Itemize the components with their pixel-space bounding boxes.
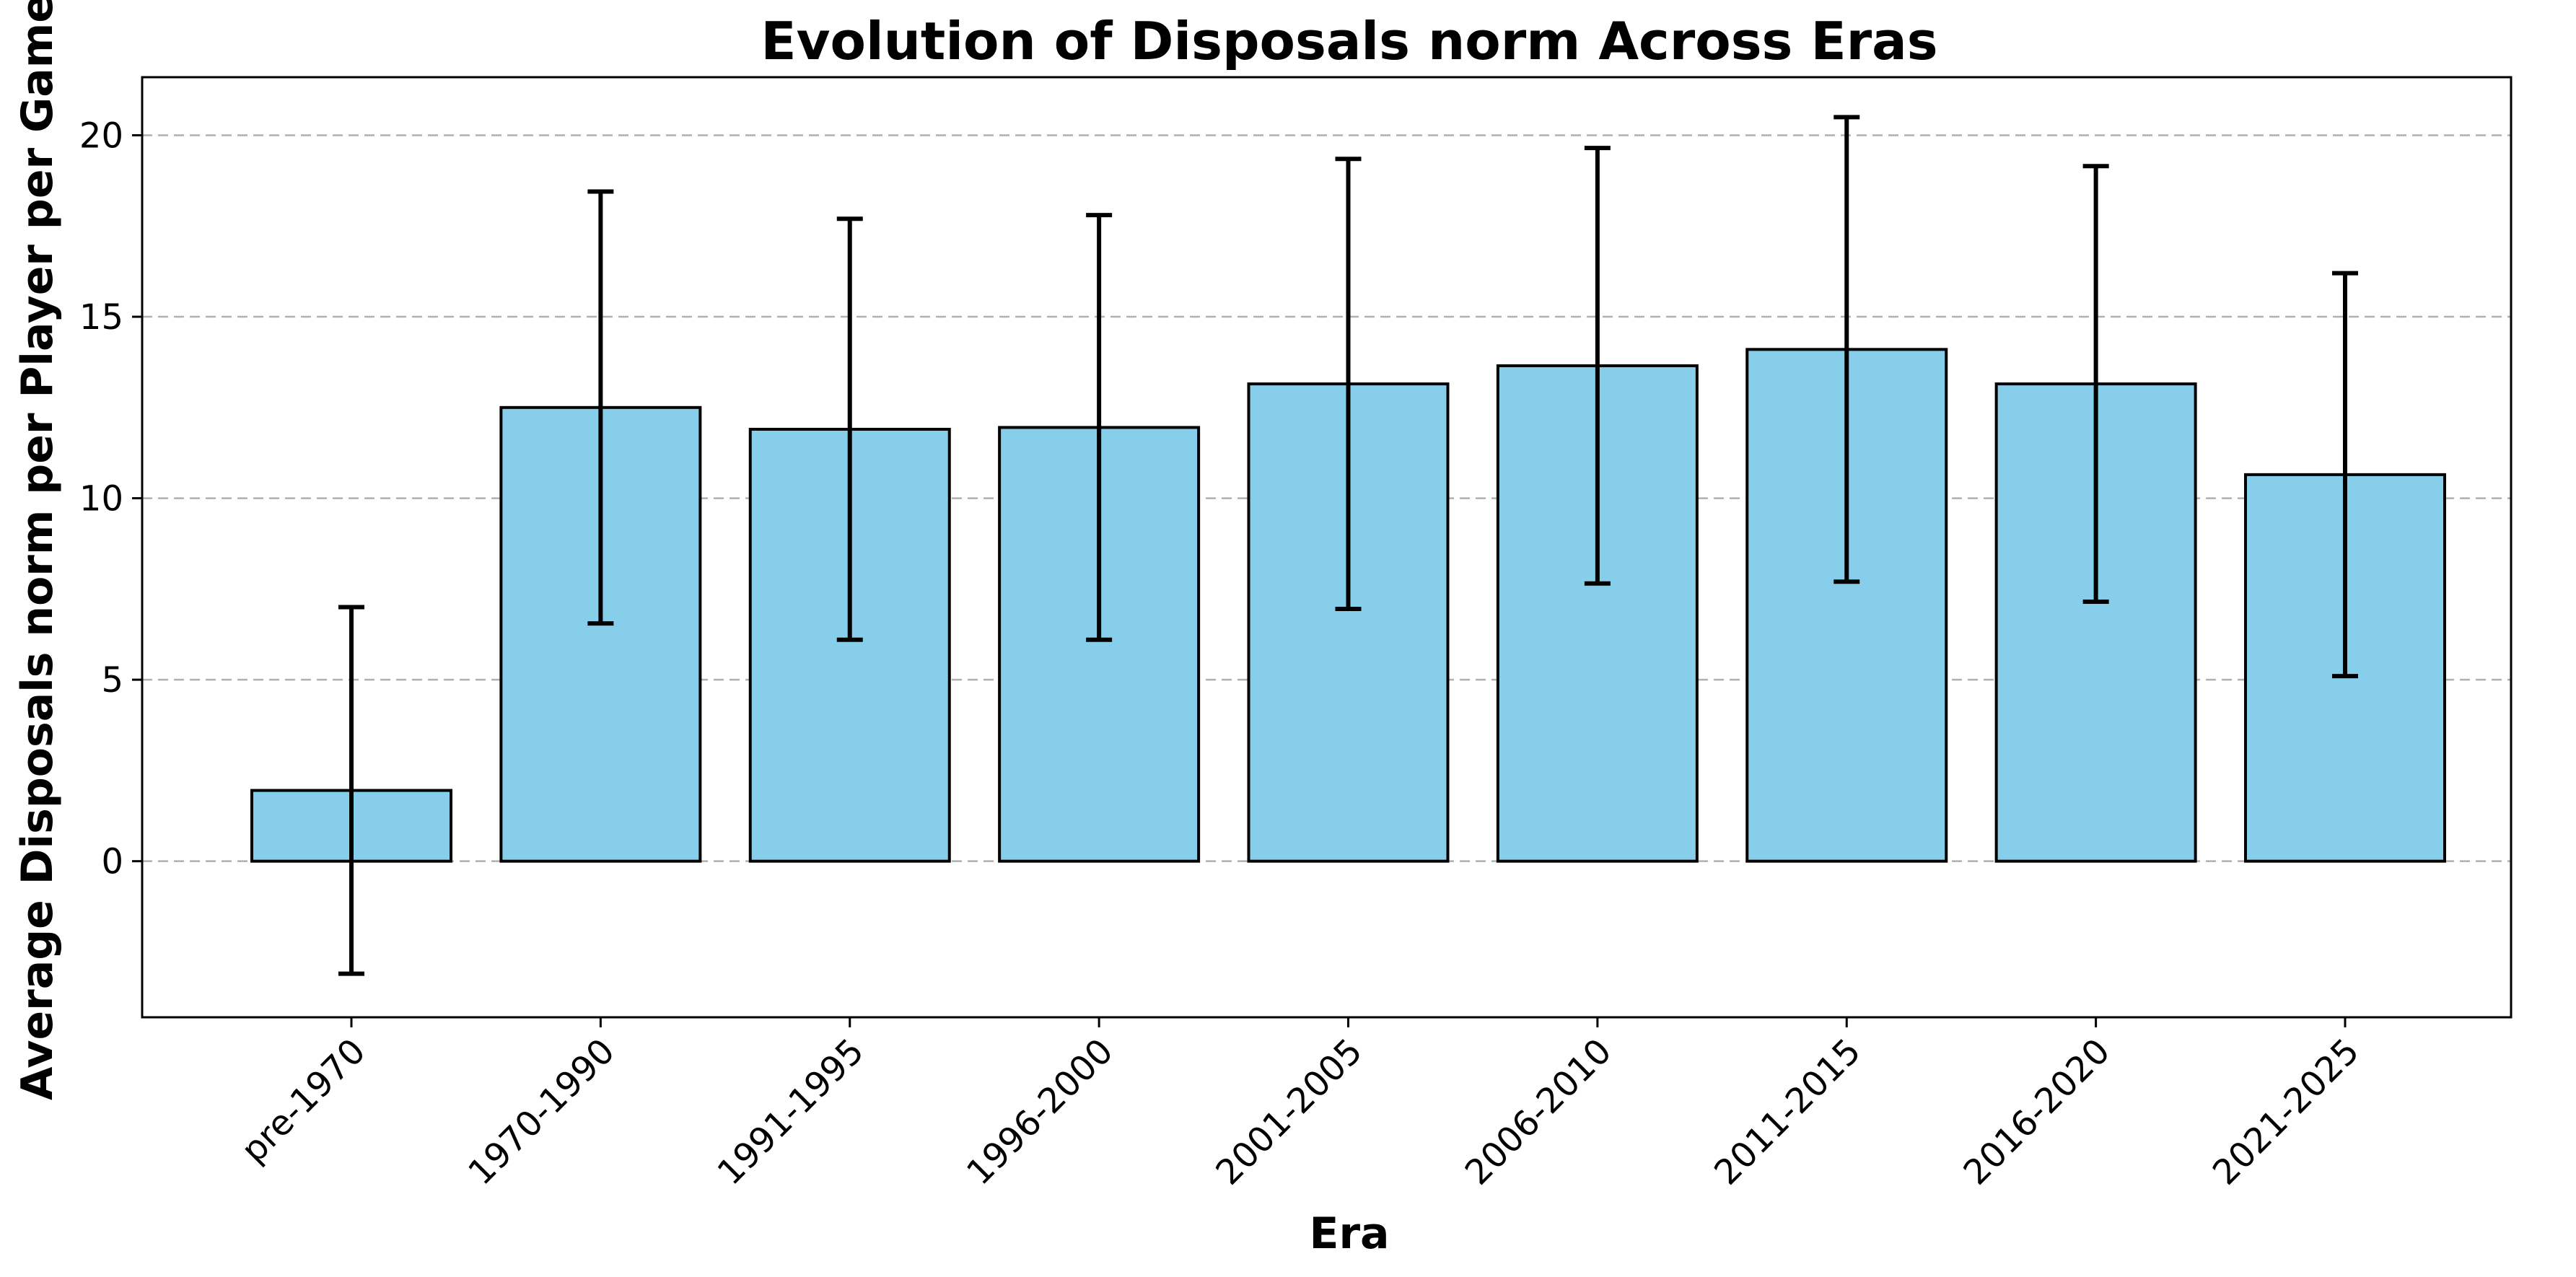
- error-bar-2021-2025: [2332, 271, 2358, 679]
- x-axis-label: Era: [1309, 1208, 1389, 1259]
- error-bar-2016-2020: [2082, 164, 2109, 604]
- error-bar-2006-2010: [1584, 146, 1611, 586]
- x-tick-label: 2006-2010: [1458, 1031, 1620, 1193]
- x-tick-label: 2021-2025: [2205, 1031, 2367, 1193]
- y-tick-label: 10: [79, 479, 123, 519]
- x-tick-label: 1970-1990: [460, 1031, 623, 1193]
- plot-frame: [141, 76, 2513, 1019]
- x-axis-ticks: pre-1970 1970-1990 1991-1995 1996-2000 2001-…: [234, 1017, 2367, 1193]
- error-bar-1996-2000: [1086, 213, 1113, 642]
- error-bars: [338, 115, 2358, 976]
- error-bar-pre-1970: [338, 605, 364, 976]
- x-tick-label: 1991-1995: [710, 1031, 872, 1193]
- x-tick-label: pre-1970: [234, 1031, 374, 1171]
- y-axis-label: Average Disposals norm per Player per Ga…: [12, 0, 63, 1100]
- x-tick-label: 1996-2000: [959, 1031, 1121, 1193]
- chart-title: Evolution of Disposals norm Across Eras: [761, 11, 1937, 71]
- error-bar-1970-1990: [587, 189, 614, 626]
- x-tick-label: 2001-2005: [1208, 1031, 1370, 1193]
- y-tick-label: 5: [101, 660, 123, 701]
- error-bar-2011-2015: [1834, 115, 1860, 584]
- y-axis-ticks: 0 5 10 15 20: [79, 115, 142, 882]
- x-tick-label: 2016-2020: [1956, 1031, 2119, 1193]
- x-tick-label: 2011-2015: [1707, 1031, 1869, 1193]
- y-tick-label: 15: [79, 297, 123, 338]
- error-bar-2001-2005: [1335, 157, 1362, 612]
- y-tick-label: 20: [79, 115, 123, 156]
- y-tick-label: 0: [101, 842, 123, 882]
- error-bar-1991-1995: [836, 216, 863, 642]
